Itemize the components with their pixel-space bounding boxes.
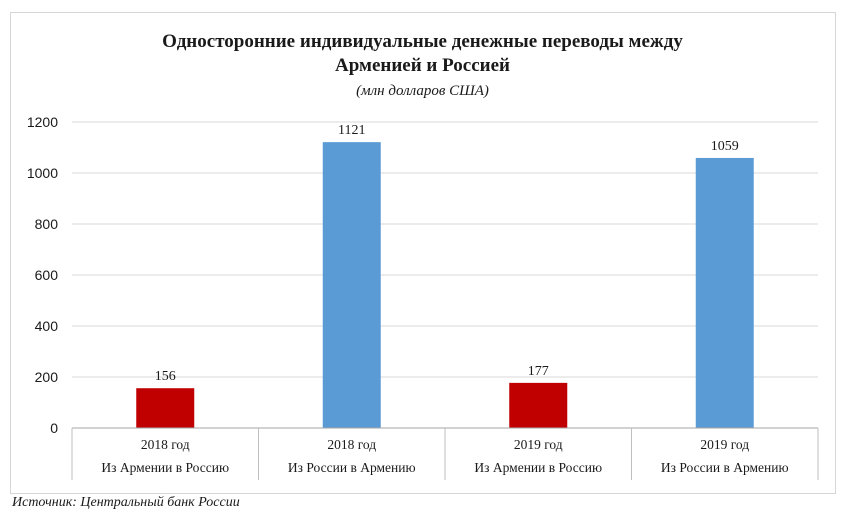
x-tick-label-year: 2018 год — [327, 437, 376, 452]
y-tick-label: 0 — [50, 420, 58, 436]
x-tick-label-year: 2018 год — [141, 437, 190, 452]
chart-title-line-1: Односторонние индивидуальные денежные пе… — [162, 31, 683, 52]
bar — [695, 157, 754, 428]
data-label: 1121 — [338, 123, 365, 138]
x-tick-label-direction: Из Армении в Россию — [474, 460, 602, 475]
source-note: Источник: Центральный банк России — [12, 495, 240, 510]
data-label: 177 — [528, 364, 549, 379]
bar — [136, 388, 195, 428]
data-label: 1059 — [711, 139, 739, 154]
y-tick-label: 800 — [35, 216, 59, 232]
chart-subtitle: (млн долларов США) — [356, 83, 489, 99]
x-tick-label-direction: Из Армении в Россию — [101, 460, 229, 475]
chart-title-line-2: Арменией и Россией — [335, 55, 510, 76]
y-tick-label: 600 — [35, 267, 59, 283]
chart-title: Односторонние индивидуальные денежные пе… — [0, 30, 845, 78]
x-tick-label-year: 2019 год — [514, 437, 563, 452]
x-tick-label-year: 2019 год — [700, 437, 749, 452]
x-tick-label-direction: Из России в Армению — [661, 460, 789, 475]
y-tick-label: 400 — [35, 318, 59, 334]
bar — [322, 142, 381, 428]
bar — [509, 382, 568, 428]
y-tick-label: 1200 — [27, 114, 58, 130]
y-tick-label: 200 — [35, 369, 59, 385]
data-label: 156 — [155, 369, 176, 384]
x-tick-label-direction: Из России в Армению — [288, 460, 416, 475]
y-tick-label: 1000 — [27, 165, 58, 181]
